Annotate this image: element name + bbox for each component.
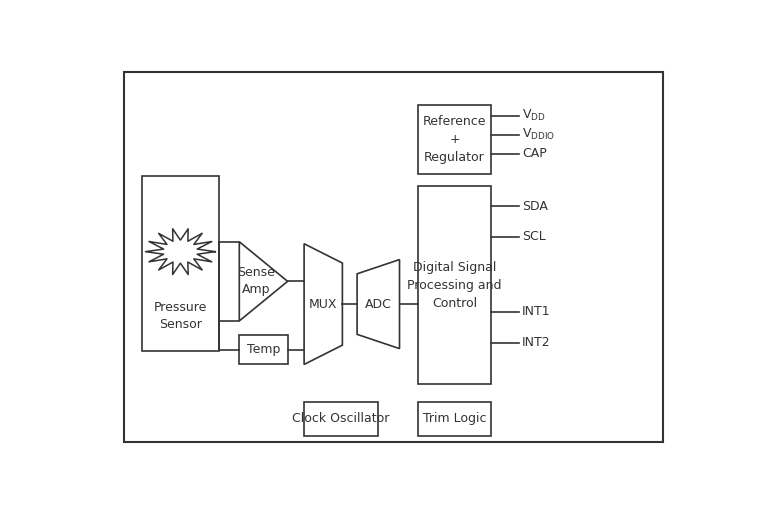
Polygon shape [304, 244, 342, 364]
FancyBboxPatch shape [142, 176, 219, 351]
Text: Digital Signal
Processing and
Control: Digital Signal Processing and Control [407, 261, 502, 310]
FancyBboxPatch shape [418, 402, 492, 436]
Polygon shape [357, 260, 400, 348]
Text: Temp: Temp [247, 343, 280, 356]
Text: V$_{\mathregular{DDIO}}$: V$_{\mathregular{DDIO}}$ [522, 127, 555, 142]
FancyBboxPatch shape [418, 187, 492, 384]
Text: Pressure
Sensor: Pressure Sensor [154, 301, 207, 331]
Text: SCL: SCL [522, 230, 546, 243]
Text: INT2: INT2 [522, 336, 551, 349]
Text: V$_{\mathregular{DD}}$: V$_{\mathregular{DD}}$ [522, 108, 546, 123]
Text: INT1: INT1 [522, 305, 551, 318]
Text: Sense
Amp: Sense Amp [237, 266, 275, 297]
FancyBboxPatch shape [239, 335, 287, 364]
Text: SDA: SDA [522, 199, 548, 213]
Text: Trim Logic: Trim Logic [423, 412, 486, 426]
Text: MUX: MUX [309, 298, 337, 310]
Text: ADC: ADC [365, 298, 391, 310]
Polygon shape [239, 242, 287, 321]
Text: CAP: CAP [522, 147, 546, 160]
Text: Clock Oscillator: Clock Oscillator [292, 412, 390, 426]
Text: Reference
+
Regulator: Reference + Regulator [423, 115, 486, 164]
FancyBboxPatch shape [304, 402, 378, 436]
FancyBboxPatch shape [418, 105, 492, 174]
